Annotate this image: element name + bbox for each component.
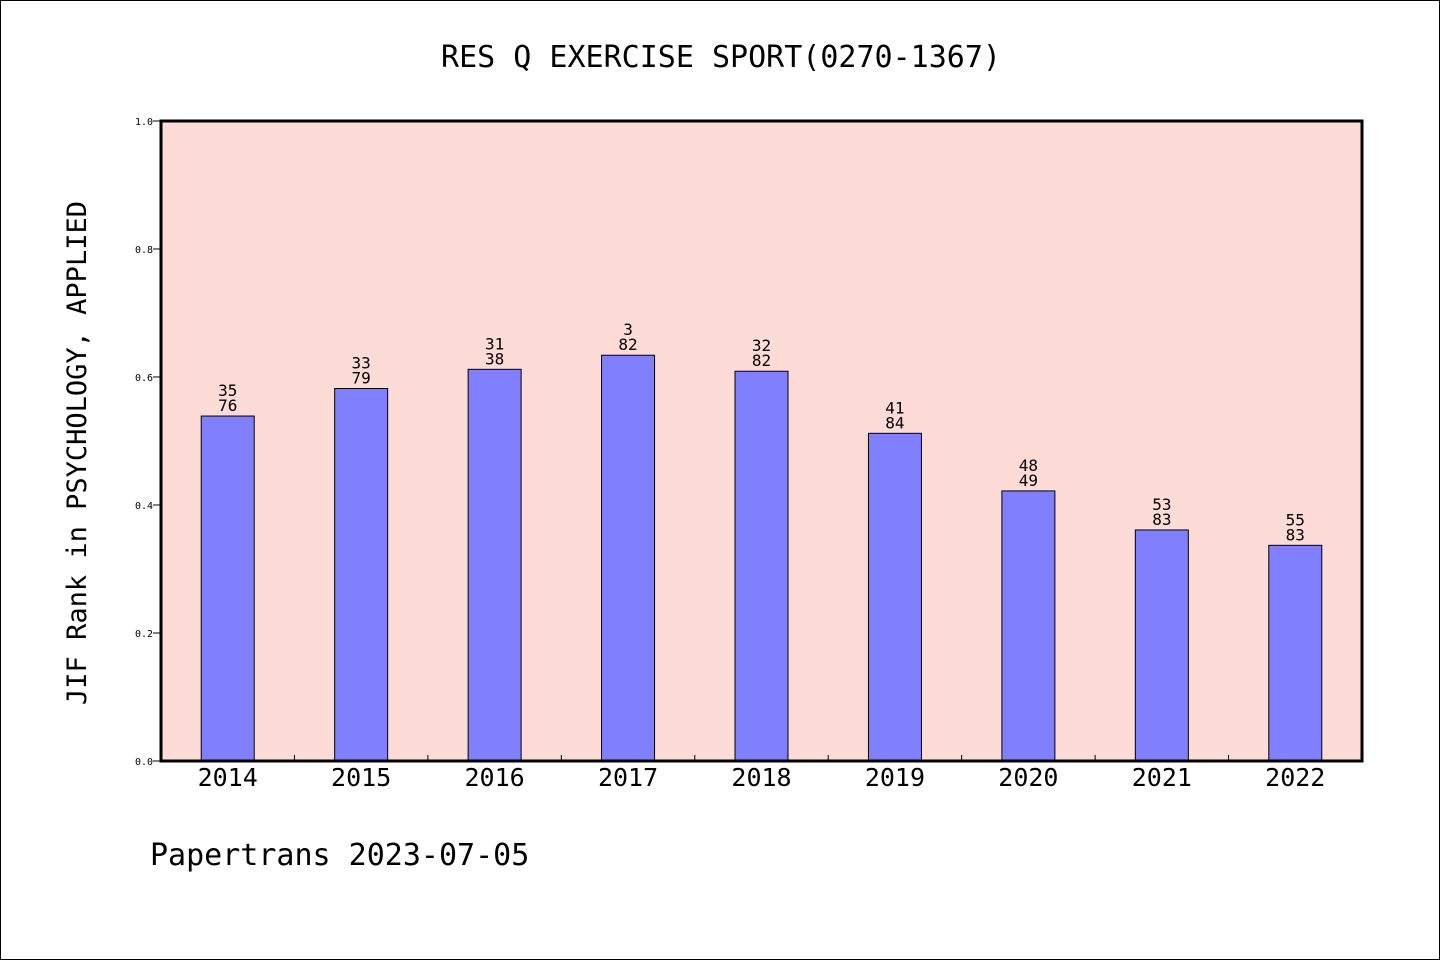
- x-tick-label: 2020: [998, 763, 1058, 792]
- y-axis: 0.0 0.2 0.4 0.6 0.8 1.0: [135, 117, 161, 768]
- bar-label-rank: 35: [218, 381, 237, 400]
- bar-2021: [1134, 529, 1189, 762]
- bar-label-rank: 32: [752, 336, 771, 355]
- x-tick-label: 2018: [731, 763, 791, 792]
- x-axis: 2014 2015 2016 2017 2018 2019 2020 2021 2022: [198, 755, 1325, 792]
- bar-2016: [467, 368, 522, 762]
- y-tick-label: 1.0: [135, 117, 153, 128]
- bar-label-total: 84: [885, 413, 904, 432]
- bar-label-rank: 3: [623, 320, 633, 339]
- y-tick-label: 0.8: [135, 245, 153, 256]
- bar-2018: [734, 370, 789, 762]
- bar-2019: [867, 432, 922, 762]
- x-tick-label: 2022: [1265, 763, 1325, 792]
- x-tick-label: 2021: [1132, 763, 1192, 792]
- bar-label-total: 79: [352, 369, 371, 388]
- bar-label-rank: 53: [1152, 495, 1171, 514]
- bar-label-rank: 55: [1286, 510, 1305, 529]
- bar-label-total: 38: [485, 349, 504, 368]
- y-tick-label: 0.2: [135, 629, 153, 640]
- y-tick-label: 0.6: [135, 373, 153, 384]
- bar-label-rank: 31: [485, 334, 504, 353]
- bar-label-rank: 48: [1019, 456, 1038, 475]
- x-tick-label: 2017: [598, 763, 658, 792]
- chart-title: RES Q EXERCISE SPORT(0270-1367): [441, 40, 1001, 75]
- y-tick-label: 0.0: [135, 757, 153, 768]
- bar-2017: [601, 354, 656, 762]
- bar-label-total: 76: [218, 396, 237, 415]
- x-tick-label: 2014: [198, 763, 258, 792]
- bar-2020: [1001, 490, 1056, 762]
- plot-border: [159, 119, 1364, 763]
- bar-label-total: 82: [618, 335, 637, 354]
- bar-label-total: 83: [1286, 525, 1305, 544]
- bar-2015: [334, 388, 389, 762]
- y-axis-label: JIF Rank in PSYCHOLOGY, APPLIED: [62, 201, 93, 705]
- bar-label-total: 49: [1019, 471, 1038, 490]
- bar-2022: [1268, 544, 1323, 762]
- bar-label-total: 82: [752, 351, 771, 370]
- x-tick-label: 2015: [331, 763, 391, 792]
- bar-2014: [200, 415, 255, 762]
- footer-credit: Papertrans 2023-07-05: [150, 838, 529, 873]
- bar-label-rank: 33: [352, 354, 371, 373]
- x-tick-label: 2019: [865, 763, 925, 792]
- bar-label-rank: 41: [885, 398, 904, 417]
- x-tick-label: 2016: [465, 763, 525, 792]
- bar-label-total: 83: [1152, 510, 1171, 529]
- y-tick-label: 0.4: [135, 501, 153, 512]
